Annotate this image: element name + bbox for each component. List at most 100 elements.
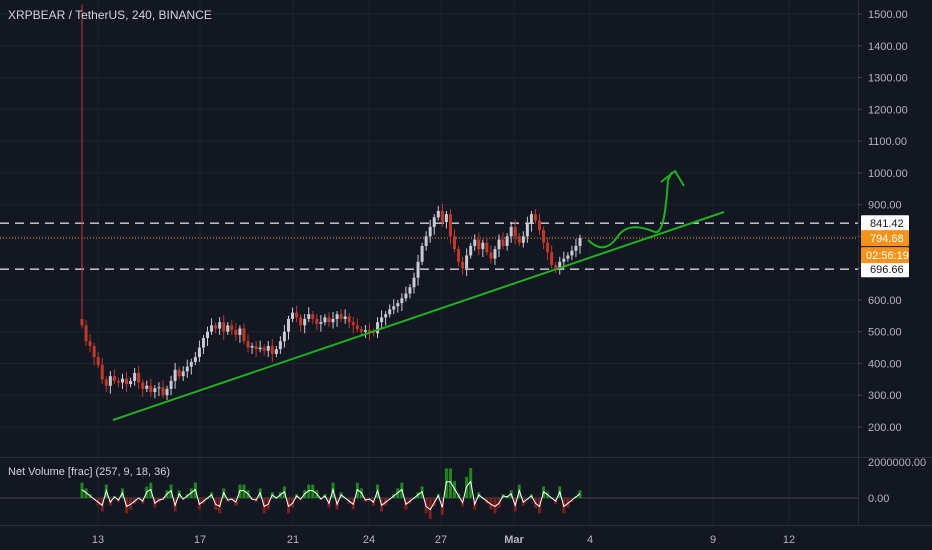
candle-body	[562, 258, 566, 262]
candle-body	[230, 325, 234, 331]
candle-body	[282, 331, 286, 342]
candle-body	[274, 349, 278, 354]
candle-body	[258, 347, 262, 350]
candle-body	[335, 314, 339, 319]
candle-body	[521, 236, 525, 243]
candle-body	[169, 380, 173, 389]
candle-body	[331, 318, 335, 323]
candle-body	[145, 385, 149, 389]
candle-body	[238, 328, 242, 335]
volume-bar	[428, 498, 432, 520]
candle-body	[173, 369, 177, 381]
y-tick-label: 900.00	[868, 200, 902, 212]
candle-body	[129, 380, 133, 385]
candle-body	[525, 223, 529, 237]
candle-body	[165, 388, 169, 396]
symbol-title[interactable]: XRPBEAR / TetherUS, 240, BINANCE	[8, 8, 212, 22]
candle-body	[210, 325, 214, 332]
candle-body	[351, 322, 355, 326]
level-badge	[861, 215, 909, 232]
candle-body	[392, 306, 396, 310]
candle-body	[343, 316, 347, 319]
candle-body	[254, 345, 258, 350]
candle-body	[424, 236, 428, 246]
current-price-badge	[861, 230, 909, 247]
candle-body	[416, 261, 420, 278]
candle-body	[380, 317, 384, 323]
candle-body	[266, 345, 270, 351]
x-tick-label: 12	[783, 534, 795, 546]
candle-body	[250, 345, 254, 348]
candle-body	[533, 214, 537, 221]
candle-body	[347, 316, 351, 323]
candle-body	[133, 372, 137, 381]
candle-body	[270, 345, 274, 354]
candle-body	[116, 380, 120, 383]
candle-body	[384, 314, 388, 318]
candle-body	[108, 376, 112, 386]
price-axis: 1500.00 1400.00 1300.00 1200.00 1100.00 1000.…	[858, 9, 926, 505]
x-tick-label: 4	[587, 534, 593, 546]
candle-body	[566, 255, 570, 259]
candle-body	[84, 325, 88, 342]
candle-body	[420, 245, 424, 262]
candle-body	[477, 239, 481, 250]
net-volume-title[interactable]: Net Volume [frac] (257, 9, 18, 36)	[8, 466, 170, 478]
candle-body	[578, 237, 582, 246]
candle-body	[278, 341, 282, 350]
candle-body	[149, 385, 153, 393]
candle-body	[404, 293, 408, 299]
candle-body	[319, 322, 323, 324]
candle-body	[141, 382, 145, 389]
candle-body	[505, 236, 509, 246]
candle-body	[161, 387, 165, 396]
candle-body	[574, 245, 578, 251]
candle-body	[428, 226, 432, 237]
candle-body	[181, 371, 185, 377]
candle-body	[558, 261, 562, 269]
projection-curve	[587, 171, 673, 249]
y-tick-label: 200.00	[868, 422, 902, 434]
candle-body	[408, 287, 412, 294]
candle-body	[201, 338, 205, 348]
candle-body	[153, 388, 157, 393]
candle-body	[339, 314, 343, 319]
x-tick-label: 27	[435, 534, 447, 546]
candles	[80, 4, 582, 400]
net-volume-line	[81, 480, 581, 511]
candle-body	[197, 347, 201, 358]
countdown-badge	[861, 247, 909, 264]
candle-body	[457, 249, 461, 262]
price-levels	[0, 222, 858, 270]
candle-body	[327, 317, 331, 323]
candle-body	[493, 249, 497, 259]
volume-bar	[307, 484, 311, 498]
candle-body	[485, 242, 489, 253]
candle-body	[509, 226, 513, 237]
volume-bar	[242, 484, 246, 498]
y-tick-label: 500.00	[868, 327, 902, 339]
candle-body	[214, 325, 218, 329]
candle-body	[311, 314, 315, 319]
candle-body	[185, 366, 189, 372]
candle-body	[295, 312, 299, 318]
candle-body	[120, 378, 124, 383]
countdown-label: 02:56:19	[866, 250, 909, 262]
y-tick-label: 600.00	[868, 295, 902, 307]
volume-bar	[448, 468, 452, 498]
candle-body	[501, 239, 505, 246]
y-tick-label: 1500.00	[868, 9, 908, 21]
candle-body	[355, 325, 359, 330]
net-volume-title-text: Net Volume [frac] (257, 9, 18, 36)	[8, 466, 171, 478]
x-tick-label: 13	[92, 534, 104, 546]
candle-body	[513, 226, 517, 237]
candle-body	[367, 330, 371, 333]
candle-body	[550, 252, 554, 265]
level-label: 696.66	[870, 264, 904, 276]
candle-body	[469, 245, 473, 256]
candle-body	[246, 341, 250, 348]
candle-body	[222, 322, 226, 332]
candle-body	[412, 277, 416, 288]
